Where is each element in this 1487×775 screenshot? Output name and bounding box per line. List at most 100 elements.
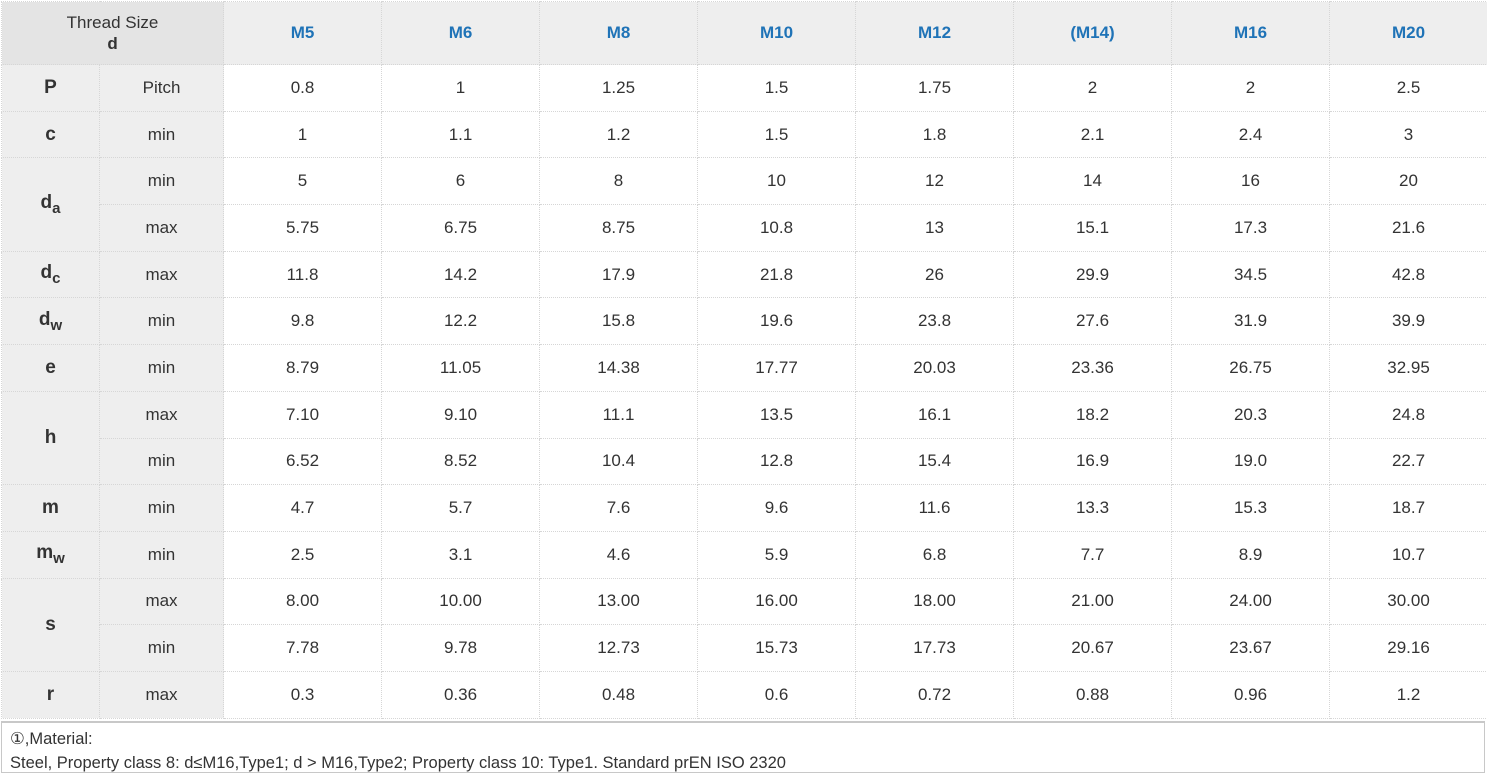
value-cell: 27.6 xyxy=(1014,298,1172,345)
row-limit-label: min xyxy=(100,438,224,485)
value-cell: 4.7 xyxy=(224,485,382,532)
value-cell: 29.9 xyxy=(1014,251,1172,298)
value-cell: 6.8 xyxy=(856,531,1014,578)
size-header-m5: M5 xyxy=(224,2,382,65)
value-cell: 16.00 xyxy=(698,578,856,625)
value-cell: 32.95 xyxy=(1330,345,1487,392)
value-cell: 20.67 xyxy=(1014,625,1172,672)
value-cell: 12.8 xyxy=(698,438,856,485)
value-cell: 5 xyxy=(224,158,382,205)
row-limit-label: Pitch xyxy=(100,65,224,112)
symbol-letter: s xyxy=(45,614,56,635)
value-cell: 1 xyxy=(224,111,382,158)
value-cell: 8.75 xyxy=(540,205,698,252)
value-cell: 14.2 xyxy=(382,251,540,298)
value-cell: 0.48 xyxy=(540,671,698,718)
value-cell: 2 xyxy=(1172,65,1330,112)
size-header-m12: M12 xyxy=(856,2,1014,65)
symbol-subscript: w xyxy=(53,550,65,567)
value-cell: 5.9 xyxy=(698,531,856,578)
row-symbol: P xyxy=(2,65,100,112)
value-cell: 2 xyxy=(1014,65,1172,112)
value-cell: 7.6 xyxy=(540,485,698,532)
value-cell: 3.1 xyxy=(382,531,540,578)
notes-material-text: Steel, Property class 8: d≤M16,Type1; d … xyxy=(10,751,1484,775)
value-cell: 4.6 xyxy=(540,531,698,578)
value-cell: 2.5 xyxy=(224,531,382,578)
value-cell: 2.5 xyxy=(1330,65,1487,112)
value-cell: 24.00 xyxy=(1172,578,1330,625)
row-limit-label: max xyxy=(100,578,224,625)
value-cell: 13 xyxy=(856,205,1014,252)
value-cell: 23.8 xyxy=(856,298,1014,345)
value-cell: 13.3 xyxy=(1014,485,1172,532)
value-cell: 34.5 xyxy=(1172,251,1330,298)
value-cell: 9.10 xyxy=(382,391,540,438)
value-cell: 12.73 xyxy=(540,625,698,672)
row-limit-label: max xyxy=(100,391,224,438)
value-cell: 15.8 xyxy=(540,298,698,345)
row-symbol: e xyxy=(2,345,100,392)
value-cell: 0.36 xyxy=(382,671,540,718)
row-limit-label: max xyxy=(100,205,224,252)
value-cell: 15.1 xyxy=(1014,205,1172,252)
value-cell: 2.1 xyxy=(1014,111,1172,158)
row-symbol: s xyxy=(2,578,100,671)
row-symbol: h xyxy=(2,391,100,484)
symbol-letter: c xyxy=(45,124,56,145)
value-cell: 18.2 xyxy=(1014,391,1172,438)
value-cell: 9.6 xyxy=(698,485,856,532)
size-header-m20: M20 xyxy=(1330,2,1487,65)
value-cell: 17.3 xyxy=(1172,205,1330,252)
value-cell: 31.9 xyxy=(1172,298,1330,345)
value-cell: 20.03 xyxy=(856,345,1014,392)
value-cell: 10.00 xyxy=(382,578,540,625)
value-cell: 11.1 xyxy=(540,391,698,438)
value-cell: 42.8 xyxy=(1330,251,1487,298)
value-cell: 9.78 xyxy=(382,625,540,672)
value-cell: 8.9 xyxy=(1172,531,1330,578)
value-cell: 29.16 xyxy=(1330,625,1487,672)
notes-heading: ①,Material: xyxy=(10,727,1484,751)
thread-size-title: Thread Size xyxy=(67,13,159,32)
value-cell: 26.75 xyxy=(1172,345,1330,392)
value-cell: 0.3 xyxy=(224,671,382,718)
value-cell: 1.2 xyxy=(540,111,698,158)
value-cell: 39.9 xyxy=(1330,298,1487,345)
value-cell: 8.52 xyxy=(382,438,540,485)
value-cell: 26 xyxy=(856,251,1014,298)
row-limit-label: min xyxy=(100,485,224,532)
value-cell: 1.1 xyxy=(382,111,540,158)
value-cell: 5.7 xyxy=(382,485,540,532)
symbol-subscript: a xyxy=(52,200,60,217)
value-cell: 18.7 xyxy=(1330,485,1487,532)
row-symbol: c xyxy=(2,111,100,158)
thread-spec-table: Thread Size d M5 M6 M8 M10 M12 (M14) M16… xyxy=(1,1,1487,719)
symbol-subscript: c xyxy=(52,270,60,287)
value-cell: 11.8 xyxy=(224,251,382,298)
value-cell: 1.8 xyxy=(856,111,1014,158)
symbol-letter: r xyxy=(47,684,54,705)
value-cell: 21.00 xyxy=(1014,578,1172,625)
value-cell: 14.38 xyxy=(540,345,698,392)
value-cell: 12 xyxy=(856,158,1014,205)
value-cell: 2.4 xyxy=(1172,111,1330,158)
value-cell: 6.75 xyxy=(382,205,540,252)
value-cell: 6 xyxy=(382,158,540,205)
row-limit-label: min xyxy=(100,625,224,672)
value-cell: 1.5 xyxy=(698,111,856,158)
value-cell: 21.6 xyxy=(1330,205,1487,252)
value-cell: 7.78 xyxy=(224,625,382,672)
value-cell: 0.96 xyxy=(1172,671,1330,718)
value-cell: 10.4 xyxy=(540,438,698,485)
size-header-m14: (M14) xyxy=(1014,2,1172,65)
size-header-m8: M8 xyxy=(540,2,698,65)
